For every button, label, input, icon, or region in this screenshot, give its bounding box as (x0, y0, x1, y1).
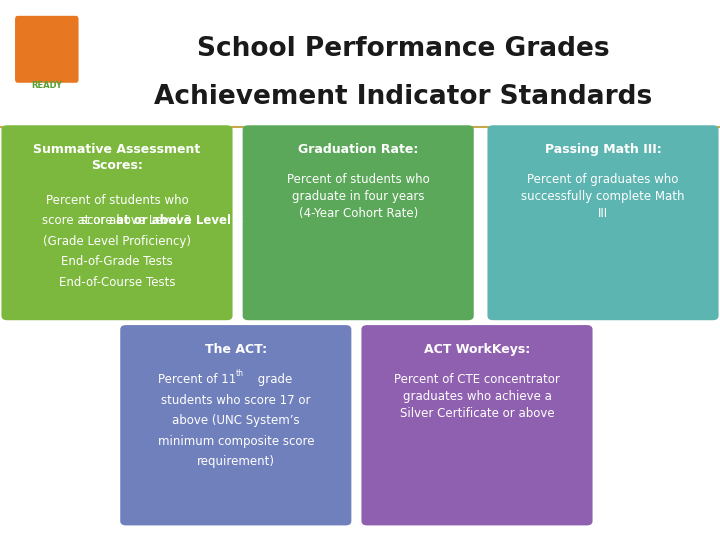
Text: Summative Assessment
Scores:: Summative Assessment Scores: (33, 143, 201, 172)
Text: at or above Level 3: at or above Level 3 (117, 214, 243, 227)
FancyBboxPatch shape (487, 125, 719, 320)
Text: students who score 17 or: students who score 17 or (161, 394, 310, 407)
FancyBboxPatch shape (243, 125, 474, 320)
FancyBboxPatch shape (1, 125, 233, 320)
Text: (Grade Level Proficiency): (Grade Level Proficiency) (43, 235, 191, 248)
Text: Percent of CTE concentrator
graduates who achieve a
Silver Certificate or above: Percent of CTE concentrator graduates wh… (394, 373, 560, 420)
Text: Achievement Indicator Standards: Achievement Indicator Standards (154, 84, 652, 110)
Text: requirement): requirement) (197, 455, 275, 468)
Text: ACT WorkKeys:: ACT WorkKeys: (424, 343, 530, 356)
Text: grade: grade (254, 373, 292, 386)
Text: Passing Math III:: Passing Math III: (544, 143, 662, 156)
Text: minimum composite score: minimum composite score (158, 435, 314, 448)
Text: score at or above Level 3: score at or above Level 3 (42, 214, 192, 227)
Text: School Performance Grades: School Performance Grades (197, 36, 610, 62)
Text: Percent of graduates who
successfully complete Math
III: Percent of graduates who successfully co… (521, 173, 685, 220)
Text: READY: READY (31, 82, 63, 90)
Text: Graduation Rate:: Graduation Rate: (298, 143, 418, 156)
Text: Percent of students who: Percent of students who (45, 194, 189, 207)
Text: End-of-Grade Tests: End-of-Grade Tests (61, 255, 173, 268)
Text: Percent of students who
graduate in four years
(4-Year Cohort Rate): Percent of students who graduate in four… (287, 173, 430, 220)
Text: score: score (81, 214, 117, 227)
FancyBboxPatch shape (361, 325, 593, 525)
Text: above (UNC System’s: above (UNC System’s (172, 414, 300, 427)
FancyBboxPatch shape (120, 325, 351, 525)
Text: The ACT:: The ACT: (204, 343, 267, 356)
Text: End-of-Course Tests: End-of-Course Tests (59, 276, 175, 289)
Text: Percent of 11: Percent of 11 (158, 373, 236, 386)
Text: th: th (236, 369, 244, 378)
FancyBboxPatch shape (15, 16, 78, 83)
